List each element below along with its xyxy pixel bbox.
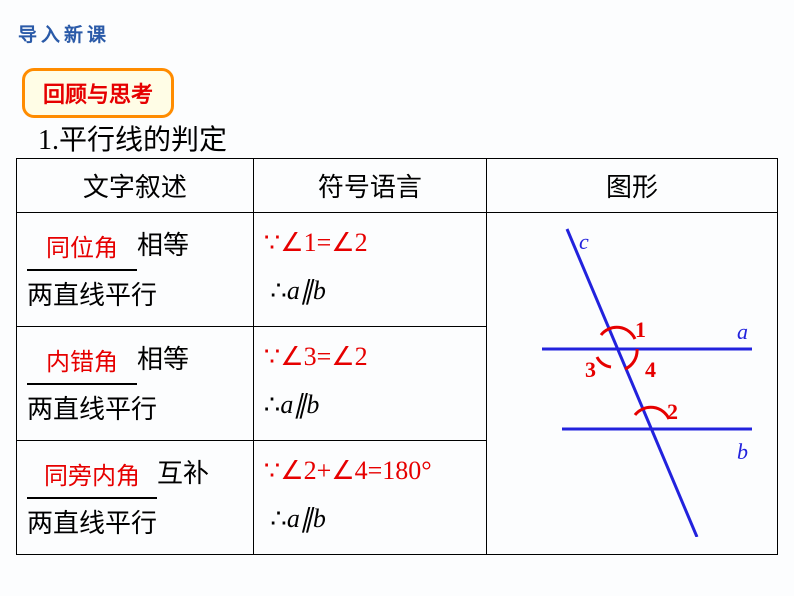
review-badge: 回顾与思考 <box>22 68 174 118</box>
badge-text: 回顾与思考 <box>43 82 153 107</box>
line2-3: 两直线平行 <box>27 509 157 538</box>
line2-1: 两直线平行 <box>27 281 157 310</box>
line2-2: 两直线平行 <box>27 395 157 424</box>
parallel-lines-diagram: c a b 1 3 4 2 <box>497 219 767 537</box>
arc-1 <box>601 327 635 339</box>
breadcrumb-text: 导入新课 <box>18 25 110 46</box>
label-2: 2 <box>667 399 678 424</box>
because-3: ∵∠2+∠4=180° <box>264 456 432 485</box>
label-a: a <box>737 319 748 344</box>
symbol-cell-2: ∵∠3=∠2 ∴a∥b <box>253 326 486 440</box>
header-description: 文字叙述 <box>17 159 254 213</box>
label-4: 4 <box>645 357 656 382</box>
therefore-prefix-1: ∴ <box>270 276 287 305</box>
breadcrumb: 导入新课 <box>18 20 110 47</box>
fill-2: 内错角 <box>46 350 118 376</box>
desc-cell-2: 内错角相等 两直线平行 <box>17 326 254 440</box>
blank-2: 内错角 <box>27 333 137 385</box>
arc-3 <box>597 357 611 367</box>
therefore-prefix-3: ∴ <box>270 504 287 533</box>
symbol-cell-3: ∵∠2+∠4=180° ∴a∥b <box>253 440 486 554</box>
title-text: 1.平行线的判定 <box>38 125 227 156</box>
label-c: c <box>579 229 589 254</box>
arc-4 <box>625 349 637 369</box>
suffix-3: 互补 <box>157 459 209 488</box>
label-3: 3 <box>585 357 596 382</box>
because-1: ∵∠1=∠2 <box>264 228 368 257</box>
table-row: 同位角相等 两直线平行 ∵∠1=∠2 ∴a∥b c a b 1 <box>17 213 778 327</box>
parallel-lines-table: 文字叙述 符号语言 图形 同位角相等 两直线平行 ∵∠1=∠2 ∴a∥b <box>16 158 778 555</box>
suffix-2: 相等 <box>137 345 189 374</box>
desc-cell-3: 同旁内角互补 两直线平行 <box>17 440 254 554</box>
label-b: b <box>737 439 748 464</box>
label-1: 1 <box>635 317 646 342</box>
header-figure: 图形 <box>486 159 777 213</box>
suffix-1: 相等 <box>137 231 189 260</box>
blank-1: 同位角 <box>27 219 137 271</box>
therefore-1: a∥b <box>287 276 326 305</box>
because-2: ∵∠3=∠2 <box>264 342 368 371</box>
therefore-3: a∥b <box>287 504 326 533</box>
line-c <box>567 229 697 537</box>
arc-2 <box>635 407 669 419</box>
header-symbol: 符号语言 <box>253 159 486 213</box>
section-title: 1.平行线的判定 <box>38 118 227 158</box>
therefore-2: a∥b <box>280 390 319 419</box>
diagram-cell: c a b 1 3 4 2 <box>486 213 777 555</box>
desc-cell-1: 同位角相等 两直线平行 <box>17 213 254 327</box>
fill-1: 同位角 <box>46 236 118 262</box>
symbol-cell-1: ∵∠1=∠2 ∴a∥b <box>253 213 486 327</box>
fill-3: 同旁内角 <box>44 464 140 490</box>
table-header-row: 文字叙述 符号语言 图形 <box>17 159 778 213</box>
therefore-prefix-2: ∴ <box>264 390 281 419</box>
blank-3: 同旁内角 <box>27 447 157 499</box>
